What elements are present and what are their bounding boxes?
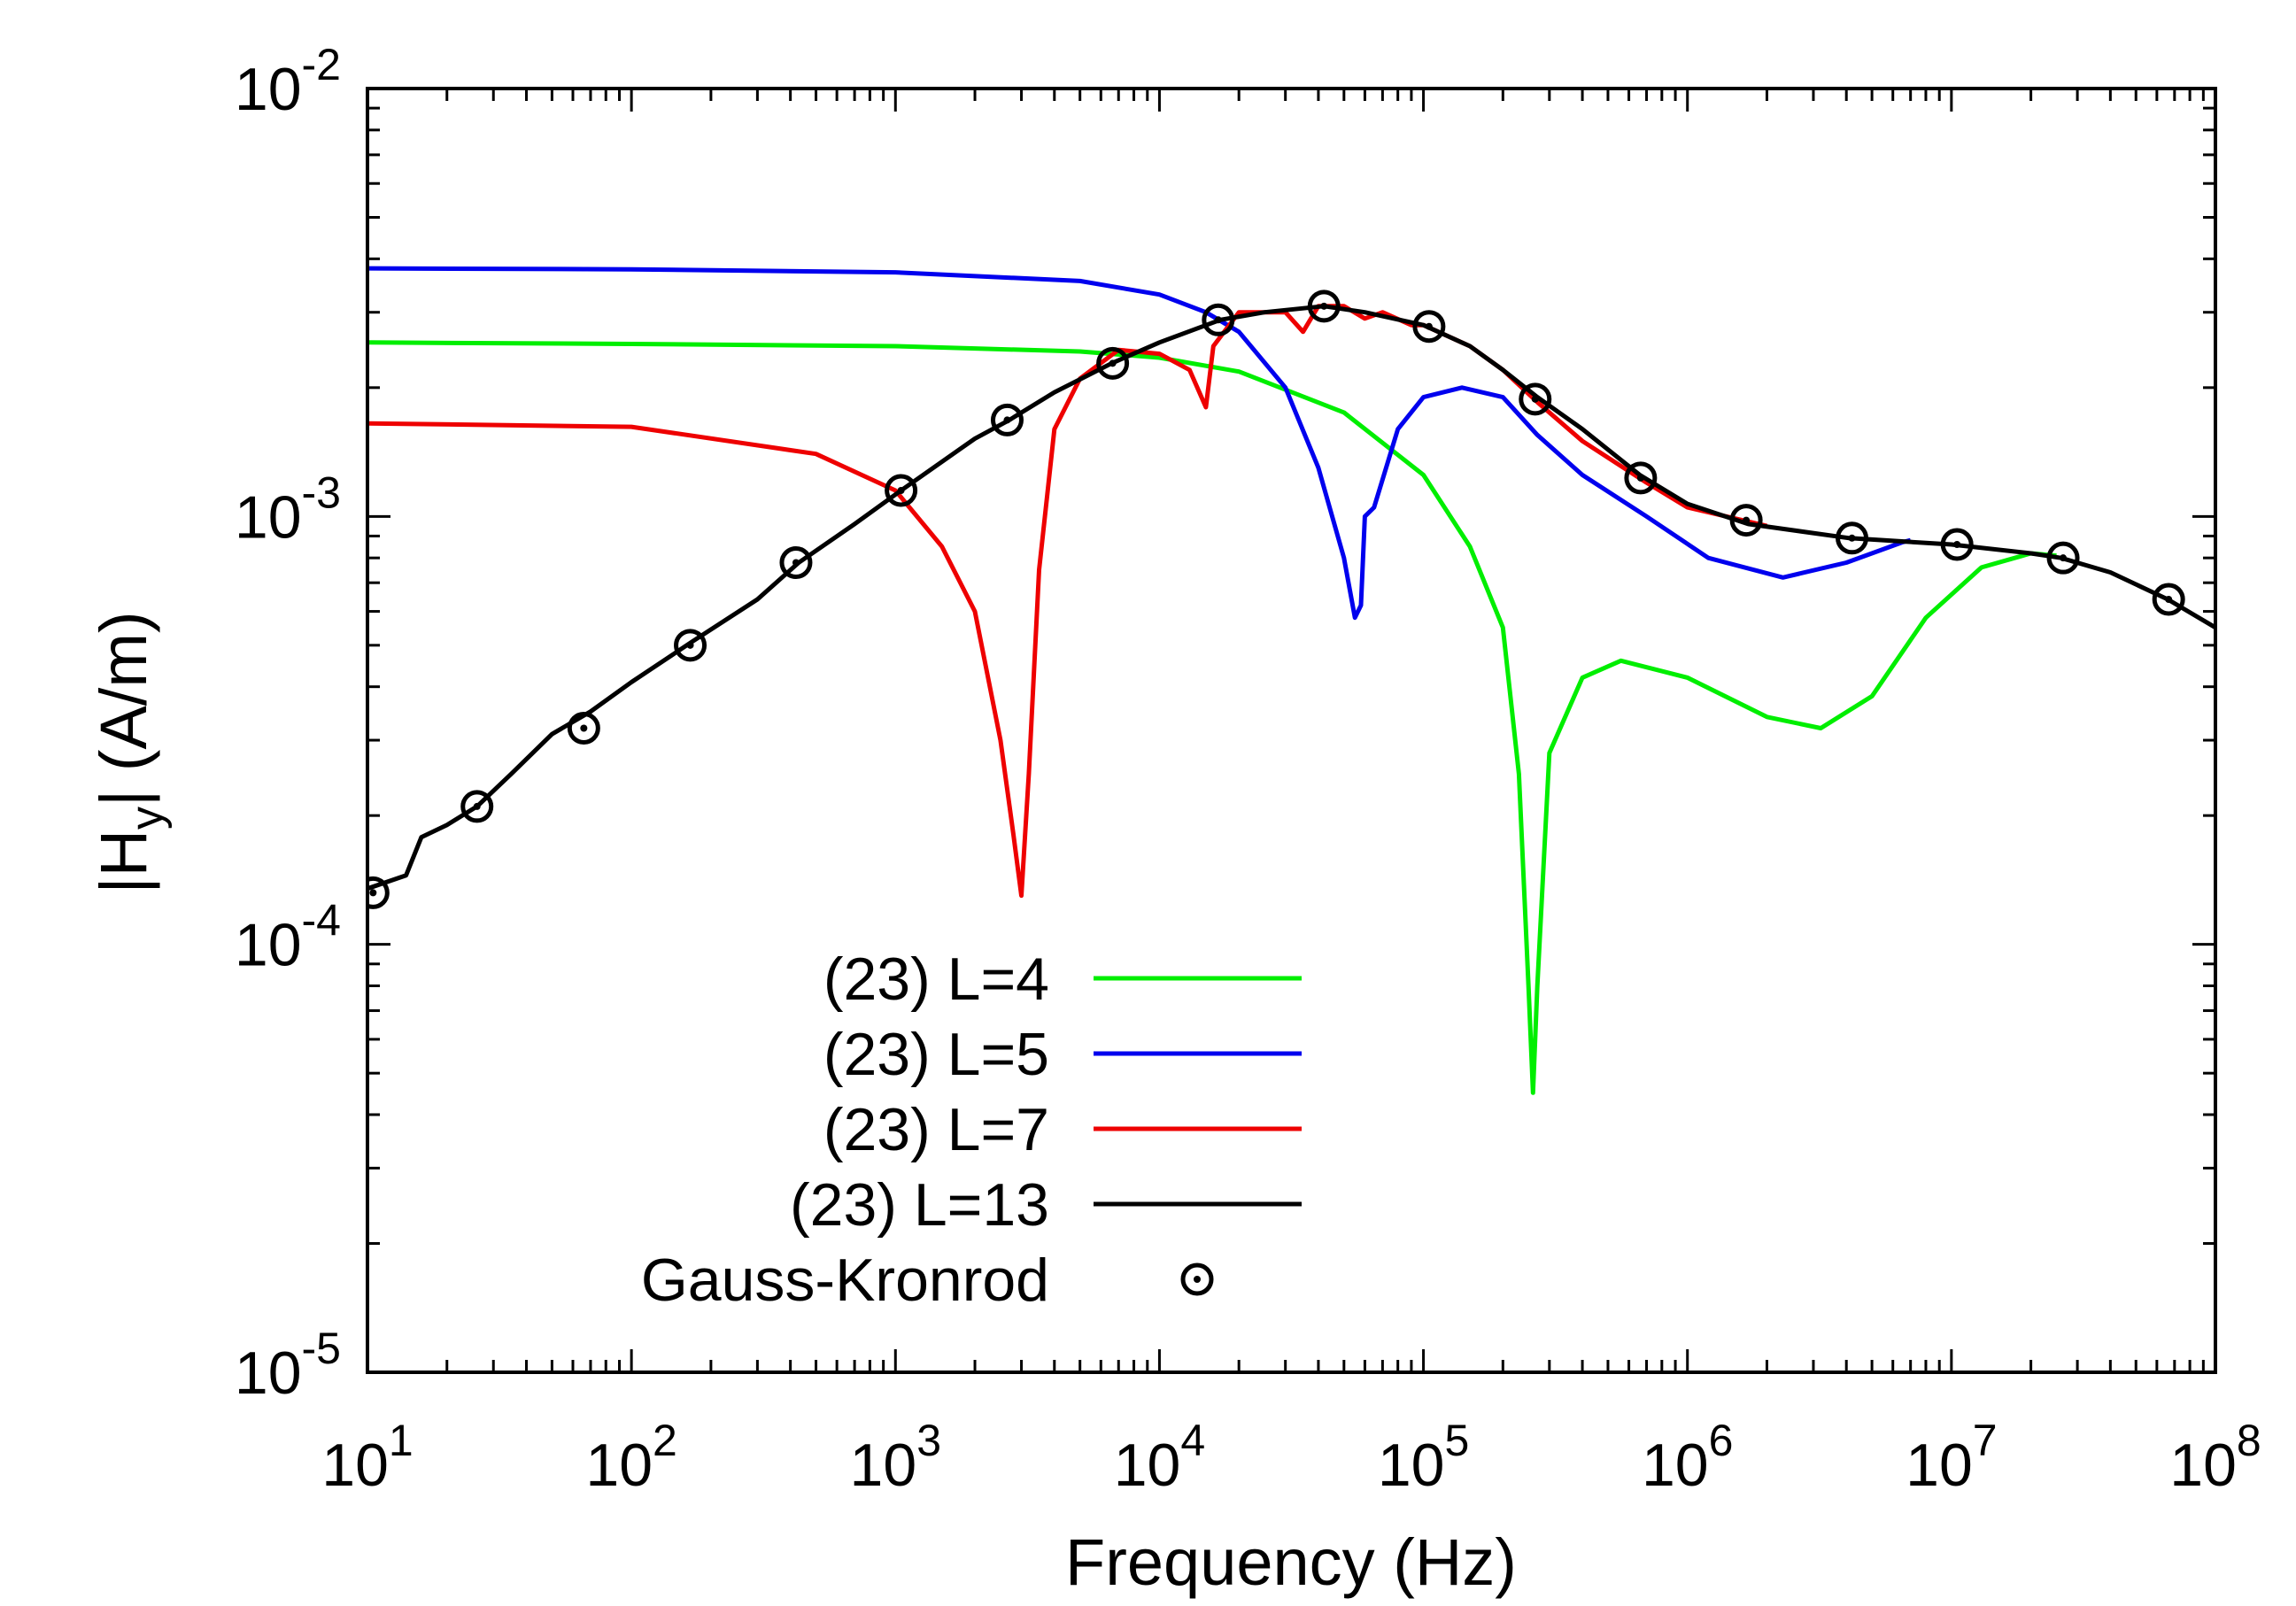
legend-label: (23) L=4 <box>823 946 1049 1013</box>
x-tick-label: 102 <box>585 1416 676 1499</box>
minor-ticks <box>367 89 2215 1372</box>
gauss-kronrod-point <box>1519 382 1552 416</box>
gauss-kronrod-point <box>1836 521 1869 555</box>
gauss-kronrod-point <box>1307 290 1341 323</box>
x-axis-title: Frequency (Hz) <box>1065 1525 1517 1599</box>
y-axis-title-main: |H <box>87 830 160 894</box>
gauss-kronrod-point <box>674 629 707 662</box>
x-tick-base: 10 <box>1906 1432 1973 1499</box>
y-tick-base: 10 <box>235 1340 302 1407</box>
legend-swatch <box>1180 1262 1214 1296</box>
major-ticks <box>366 87 2217 1374</box>
y-tick-labels: 10-510-410-310-2 <box>235 40 341 1407</box>
gauss-kronrod-point <box>460 790 494 823</box>
series-line-0 <box>367 340 2057 1095</box>
x-tick-exponent: 2 <box>653 1416 677 1465</box>
x-tick-base: 10 <box>850 1432 917 1499</box>
y-tick-label: 10-4 <box>235 896 341 979</box>
gauss-kronrod-point <box>2046 541 2080 575</box>
gauss-kronrod-point <box>1096 346 1130 380</box>
gauss-kronrod-point <box>1624 461 1658 495</box>
x-tick-label: 106 <box>1642 1416 1733 1499</box>
x-tick-label: 101 <box>321 1416 413 1499</box>
y-tick-exponent: -4 <box>302 896 341 946</box>
y-tick-label: 10-2 <box>235 40 341 123</box>
y-axis-title-sub: y <box>121 807 173 830</box>
x-tick-label: 107 <box>1906 1416 1997 1499</box>
x-tick-base: 10 <box>1378 1432 1445 1499</box>
gauss-kronrod-point <box>1940 528 1974 561</box>
x-tick-base: 10 <box>1642 1432 1709 1499</box>
y-tick-base: 10 <box>235 483 302 551</box>
x-tick-exponent: 6 <box>1709 1416 1734 1465</box>
x-tick-exponent: 7 <box>1973 1416 1998 1465</box>
legend-label: (23) L=13 <box>790 1171 1049 1239</box>
series-line-1 <box>367 266 1912 621</box>
x-tick-exponent: 3 <box>916 1416 941 1465</box>
gauss-kronrod-point <box>2152 583 2185 616</box>
y-axis-title-rest: | (A/m) <box>87 611 160 807</box>
x-tick-base: 10 <box>321 1432 389 1499</box>
gauss-kronrod-point <box>1412 310 1446 344</box>
x-tick-base: 10 <box>1114 1432 1181 1499</box>
x-tick-base: 10 <box>2169 1432 2237 1499</box>
x-tick-exponent: 8 <box>2237 1416 2261 1465</box>
plot-frame <box>366 87 2217 1374</box>
y-tick-base: 10 <box>235 912 302 979</box>
gauss-kronrod-point <box>367 876 390 909</box>
x-tick-exponent: 4 <box>1180 1416 1205 1465</box>
y-tick-label: 10-5 <box>235 1324 341 1407</box>
series-layer <box>367 266 2215 1095</box>
y-axis-title: |Hy| (A/m) <box>87 611 173 893</box>
x-tick-label: 104 <box>1114 1416 1205 1499</box>
x-tick-label: 103 <box>850 1416 941 1499</box>
y-tick-base: 10 <box>235 56 302 123</box>
series-line-2 <box>367 304 1768 899</box>
x-tick-labels: 101 102 103 104 105 106 107 108 <box>321 1416 2261 1499</box>
y-tick-exponent: -5 <box>302 1324 341 1373</box>
legend: (23) L=4 (23) L=5 (23) L=7 (23) L=13 Gauss-K… <box>641 946 1302 1314</box>
gauss-kronrod-point <box>779 545 813 579</box>
y-tick-exponent: -3 <box>302 467 341 517</box>
x-tick-exponent: 5 <box>1444 1416 1469 1465</box>
y-tick-exponent: -2 <box>302 40 341 89</box>
legend-label: Gauss-Kronrod <box>641 1247 1049 1314</box>
legend-label: (23) L=7 <box>823 1096 1049 1163</box>
gauss-kronrod-point <box>1202 303 1235 336</box>
x-tick-label: 105 <box>1378 1416 1469 1499</box>
x-tick-label: 108 <box>2169 1416 2261 1499</box>
gauss-kronrod-point <box>990 403 1024 436</box>
y-tick-label: 10-3 <box>235 467 341 551</box>
series-line-3 <box>367 304 2215 892</box>
gauss-kronrod-point <box>885 474 918 507</box>
x-tick-exponent: 1 <box>389 1416 414 1465</box>
gauss-kronrod-point <box>1729 504 1763 537</box>
x-tick-base: 10 <box>585 1432 653 1499</box>
gauss-kronrod-point <box>567 712 600 745</box>
legend-label: (23) L=5 <box>823 1021 1049 1088</box>
